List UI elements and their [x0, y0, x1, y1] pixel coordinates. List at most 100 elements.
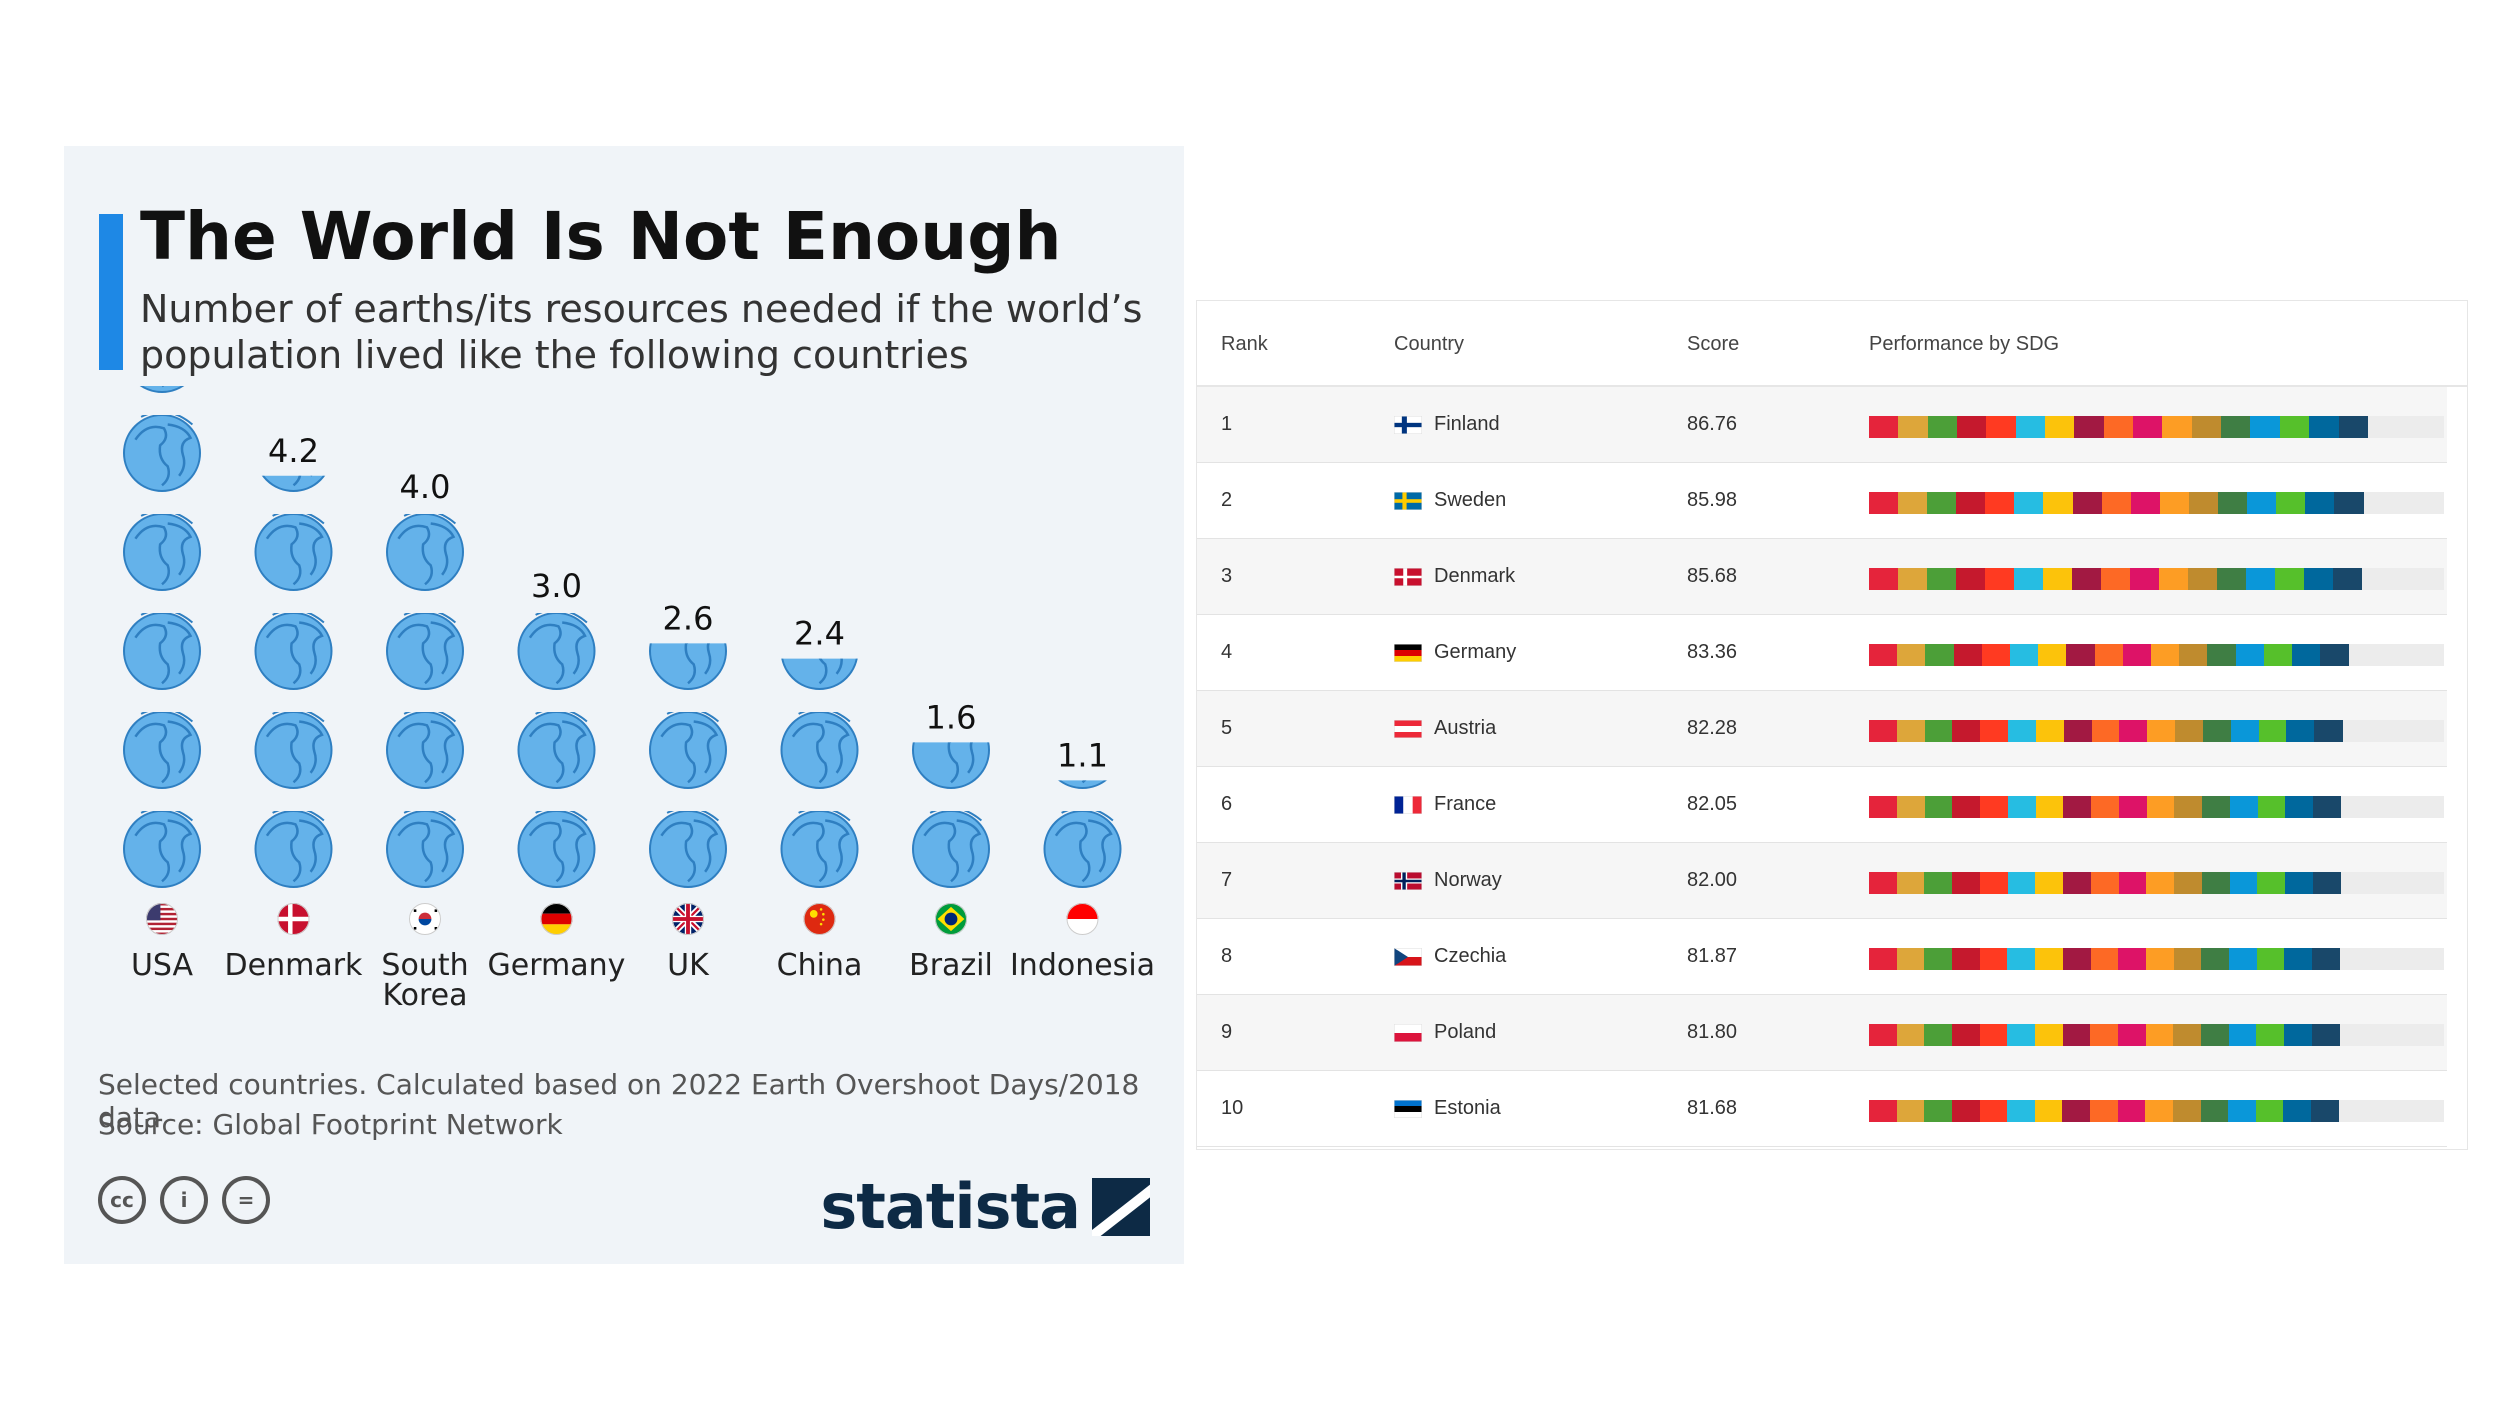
score-cell: 85.68 — [1687, 565, 1738, 587]
table-row[interactable]: 6 France 82.05 — [1197, 767, 2447, 843]
bar-uk[interactable]: 2.6 — [649, 599, 727, 888]
table-row[interactable]: 10 Estonia 81.68 — [1197, 1071, 2447, 1147]
sdg-goal-segment — [1979, 948, 2008, 970]
sdg-goal-segment — [2174, 796, 2203, 818]
table-row[interactable]: 9 Poland 81.80 — [1197, 995, 2447, 1071]
sdg-goal-segment — [2255, 1100, 2284, 1122]
sdg-goal-segment — [2285, 872, 2314, 894]
estonia-flag-icon — [1394, 1100, 1422, 1118]
sdg-performance-bar[interactable] — [1869, 644, 2444, 666]
country-cell[interactable]: Norway — [1434, 869, 1502, 891]
chart-source: Source: Global Footprint Network — [98, 1108, 563, 1141]
sdg-goal-segment — [2279, 416, 2310, 438]
sdg-goal-segment — [2250, 416, 2281, 438]
sdg-goal-segment — [2063, 872, 2092, 894]
rank-cell: 6 — [1221, 793, 1233, 815]
sdg-goal-segment — [2159, 492, 2190, 514]
sdg-performance-bar[interactable] — [1869, 720, 2444, 742]
table-row[interactable]: 5 Austria 82.28 — [1197, 691, 2447, 767]
country-cell[interactable]: Estonia — [1434, 1097, 1501, 1119]
sdg-goal-segment — [1869, 568, 1899, 590]
sdg-goal-segment — [2334, 492, 2364, 514]
sdg-performance-bar[interactable] — [1869, 416, 2444, 438]
bar-usa[interactable]: 5.1 — [123, 386, 201, 888]
sdg-goal-segment — [1869, 796, 1898, 818]
no-derivatives-icon[interactable]: = — [222, 1176, 270, 1224]
bar-denmark[interactable]: 4.2 — [254, 412, 333, 888]
table-row[interactable]: 8 Czechia 81.87 — [1197, 919, 2447, 995]
globe-icon — [649, 811, 727, 888]
col-header-performance[interactable]: Performance by SDG — [1869, 333, 2060, 355]
sdg-goal-segment — [2257, 872, 2286, 894]
country-cell[interactable]: Austria — [1434, 717, 1497, 739]
sdg-performance-bar[interactable] — [1869, 1024, 2444, 1046]
sdg-goal-segment — [2257, 796, 2286, 818]
table-row[interactable]: 1 Finland 86.76 — [1197, 387, 2447, 463]
sdg-goal-segment — [1925, 644, 1955, 666]
sdg-goal-segment — [2147, 720, 2176, 742]
table-row[interactable]: 3 Denmark 85.68 — [1197, 539, 2447, 615]
china-flag-icon — [803, 903, 836, 935]
country-cell[interactable]: Finland — [1434, 413, 1500, 435]
bar-germany[interactable]: 3.0 — [517, 567, 596, 888]
col-header-score[interactable]: Score — [1687, 333, 1740, 355]
table-row[interactable]: 2 Sweden 85.98 — [1197, 463, 2447, 539]
category-label: Denmark — [225, 948, 364, 983]
sdg-goal-segment — [1953, 644, 1983, 666]
country-cell[interactable]: France — [1434, 793, 1497, 815]
sdg-goal-segment — [1955, 568, 1986, 590]
bar-indonesia[interactable]: 1.1 — [1043, 709, 1122, 888]
sdg-performance-bar[interactable] — [1869, 796, 2444, 818]
denmark-flag-icon — [1394, 568, 1422, 586]
attribution-icon[interactable]: i — [160, 1176, 208, 1224]
sdg-goal-segment — [1869, 872, 1898, 894]
sdg-goal-segment — [2201, 872, 2231, 894]
cc-icon[interactable]: cc — [98, 1176, 146, 1224]
sdg-goal-segment — [2291, 644, 2321, 666]
sdg-performance-bar[interactable] — [1869, 492, 2444, 514]
norway-flag-icon — [1394, 872, 1422, 890]
col-header-rank[interactable]: Rank — [1221, 333, 1268, 355]
sdg-goal-segment — [2162, 416, 2193, 438]
us-flag-icon — [146, 903, 178, 935]
sdg-goal-segment — [2263, 644, 2293, 666]
sdg-performance-bar[interactable] — [1869, 872, 2444, 894]
bar-south-korea[interactable]: 4.0 — [386, 468, 464, 888]
sdg-goal-segment — [2228, 1100, 2257, 1122]
sdg-goal-segment — [2045, 416, 2075, 438]
sdg-goal-segment — [2228, 1024, 2257, 1046]
sdg-goal-segment — [1869, 1100, 1898, 1122]
sdg-goal-segment — [2228, 948, 2258, 970]
bar-brazil[interactable]: 1.6 — [912, 698, 990, 888]
sdg-goal-segment — [2117, 1100, 2146, 1122]
partial-globe-icon — [1058, 780, 1107, 789]
country-cell[interactable]: Sweden — [1434, 489, 1507, 511]
sdg-performance-bar[interactable] — [1869, 948, 2444, 970]
sdg-goal-segment — [1896, 796, 1925, 818]
denmark-flag-icon — [277, 903, 310, 935]
sdg-goal-segment — [2338, 416, 2369, 438]
globe-icon — [386, 712, 464, 789]
bar-china[interactable]: 2.4 — [780, 610, 859, 888]
country-cell[interactable]: Poland — [1434, 1021, 1497, 1043]
sdg-goal-segment — [2274, 568, 2305, 590]
country-cell[interactable]: Denmark — [1434, 565, 1516, 587]
table-row[interactable]: 7 Norway 82.00 — [1197, 843, 2447, 919]
sdg-performance-bar[interactable] — [1869, 1100, 2444, 1122]
country-cell[interactable]: Germany — [1434, 641, 1517, 663]
sdg-goal-segment — [2311, 1024, 2340, 1046]
sdg-goal-segment — [1979, 1024, 2008, 1046]
table-row[interactable]: 4 Germany 83.36 — [1197, 615, 2447, 691]
sdg-performance-bar[interactable] — [1869, 568, 2444, 590]
sdg-goal-segment — [2173, 1024, 2202, 1046]
col-header-country[interactable]: Country — [1394, 333, 1465, 355]
sdg-goal-segment — [2235, 644, 2265, 666]
partial-globe-icon — [139, 386, 185, 393]
sdg-goal-segment — [2145, 948, 2175, 970]
south-korea-flag-icon — [409, 903, 441, 935]
statista-brand[interactable]: statista — [820, 1170, 1150, 1243]
sdg-goal-segment — [2118, 796, 2148, 818]
sdg-goal-segment — [2200, 1100, 2229, 1122]
category-label: South Korea — [381, 948, 468, 1013]
country-cell[interactable]: Czechia — [1434, 945, 1507, 967]
